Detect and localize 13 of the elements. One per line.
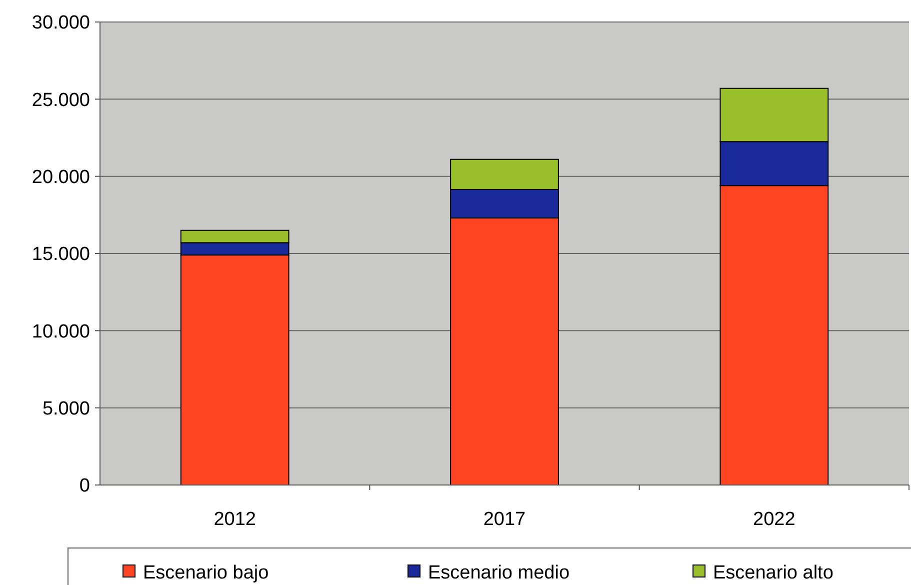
y-tick-label: 25.000 xyxy=(32,90,90,111)
y-tick-label: 5.000 xyxy=(42,398,90,420)
y-tick-label: 20.000 xyxy=(32,166,90,188)
y-tick-label: 0 xyxy=(79,476,90,497)
y-tick-label: 10.000 xyxy=(32,321,90,342)
y-tick-label: 15.000 xyxy=(32,244,90,266)
legend-label: Escenario medio xyxy=(428,562,570,584)
legend-label: Escenario bajo xyxy=(143,562,269,584)
x-tick-label: 2022 xyxy=(753,509,796,530)
x-tick-label: 2017 xyxy=(483,509,526,530)
y-tick-label: 30.000 xyxy=(32,12,90,34)
legend-label: Escenario alto xyxy=(713,562,834,584)
x-tick-label: 2012 xyxy=(214,509,256,530)
